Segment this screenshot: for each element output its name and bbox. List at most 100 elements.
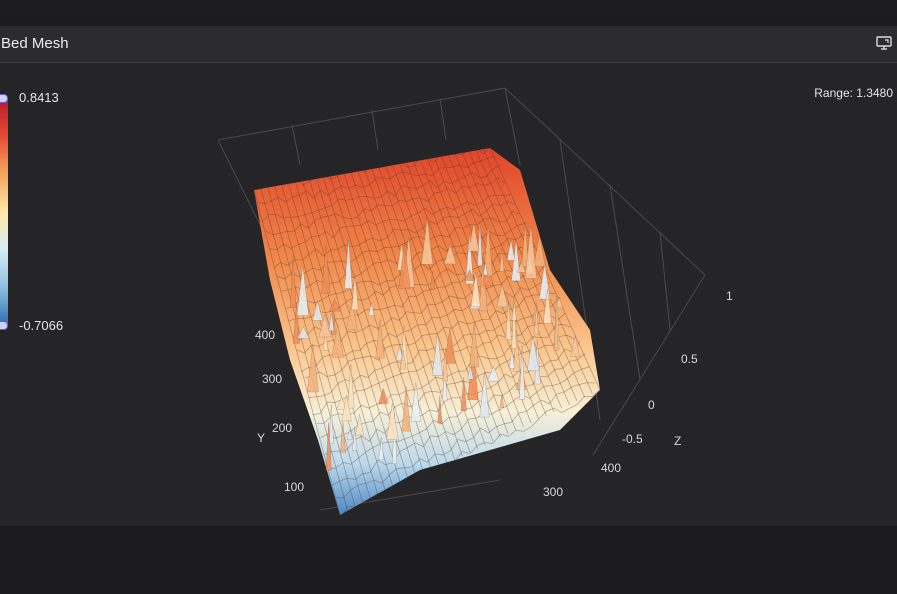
mesh-column-line xyxy=(302,181,394,490)
mesh-surface-plot[interactable]: 100 200 300 400 Y 300 400 -0.5 0 0.5 1 Z xyxy=(0,62,897,516)
mesh-spike xyxy=(401,386,411,432)
mesh-spike xyxy=(322,333,329,351)
mesh-spike xyxy=(344,239,353,289)
mesh-column-line xyxy=(413,161,517,431)
mesh-spike xyxy=(470,271,481,307)
y-tick-label: 100 xyxy=(284,480,304,494)
mesh-spike xyxy=(341,395,352,422)
mesh-spike xyxy=(340,421,346,453)
mesh-spike xyxy=(399,349,407,370)
mesh-row-line xyxy=(336,382,596,499)
y-axis: 100 200 300 400 Y xyxy=(255,328,304,494)
mesh-row-line xyxy=(332,366,591,486)
mesh-spike xyxy=(421,217,434,265)
mesh-column-line xyxy=(378,167,478,449)
mesh-spike xyxy=(511,301,517,321)
mesh-spike xyxy=(483,223,494,277)
mesh-column-line xyxy=(454,154,563,409)
mesh-row-line xyxy=(257,156,496,205)
colorbar-min-handle[interactable] xyxy=(0,321,8,330)
mesh-spike xyxy=(496,284,509,308)
mesh-spike xyxy=(318,313,332,338)
mesh-row-line xyxy=(261,164,501,223)
mesh-spike xyxy=(296,265,309,316)
mesh-spike xyxy=(570,335,581,357)
mesh-column-line xyxy=(343,173,440,468)
mesh-spikes xyxy=(289,217,581,471)
colorbar-min-label: -0.7066 xyxy=(19,318,64,333)
mesh-row-line xyxy=(273,201,516,269)
y-tick-label: 200 xyxy=(272,421,292,435)
mesh-column-line xyxy=(441,156,547,416)
mesh-spike xyxy=(506,239,516,261)
z-tick-label: 1 xyxy=(726,289,733,303)
mesh-spike xyxy=(368,302,375,316)
mesh-spike xyxy=(410,382,422,422)
mesh-column-line xyxy=(364,170,463,457)
mesh-spike xyxy=(526,335,540,372)
mesh-spike xyxy=(328,298,341,312)
mesh-spike xyxy=(321,246,331,294)
mesh-spike xyxy=(351,273,359,311)
mesh-column-line xyxy=(267,187,356,508)
mesh-spike xyxy=(352,427,358,451)
mesh-column-line xyxy=(309,180,402,486)
mesh-column-line xyxy=(288,183,379,497)
mesh-spike xyxy=(465,232,474,285)
mesh-column-line xyxy=(323,177,417,479)
mesh-spike xyxy=(432,332,443,376)
y-tick-label: 400 xyxy=(255,328,275,342)
mesh-spike xyxy=(355,414,364,436)
colorbar-max-handle[interactable] xyxy=(0,94,8,103)
mesh-spike xyxy=(378,387,389,404)
mesh-spike xyxy=(437,395,443,424)
mesh-column-line xyxy=(254,189,341,515)
mesh-column-line xyxy=(357,171,456,460)
mesh-spike xyxy=(386,403,399,440)
mesh-spike xyxy=(398,243,411,289)
mesh-spike xyxy=(430,271,436,290)
panel-title: Bed Mesh xyxy=(1,35,69,52)
mesh-spike xyxy=(328,404,335,444)
mesh-spike xyxy=(306,343,319,393)
mesh-spike xyxy=(469,323,480,368)
mesh-spike xyxy=(347,364,355,409)
mesh-column-line xyxy=(420,160,524,427)
x-tick-label: 400 xyxy=(601,461,621,475)
mesh-column-line xyxy=(260,188,348,512)
mesh-spike xyxy=(519,345,526,400)
mesh-spike xyxy=(346,300,358,331)
colorbar xyxy=(0,94,8,330)
mesh-spike xyxy=(511,297,517,349)
mesh-row-line xyxy=(277,210,521,280)
mesh-spike xyxy=(331,323,344,358)
z-tick-label: -0.5 xyxy=(622,432,643,446)
mesh-column-line xyxy=(350,172,448,464)
mesh-spike xyxy=(499,394,505,408)
mesh-row-line xyxy=(269,194,511,251)
mesh-spike xyxy=(487,365,500,382)
mesh-column-line xyxy=(336,175,433,471)
bottom-area xyxy=(0,526,897,594)
z-tick-label: 0 xyxy=(648,398,655,412)
mesh-row-line xyxy=(265,177,506,236)
mesh-column-line xyxy=(371,168,471,453)
mesh-spike xyxy=(499,248,505,272)
mesh-spike xyxy=(442,368,448,402)
mesh-spike xyxy=(553,308,559,351)
mesh-spike xyxy=(336,396,348,411)
mesh-column-line xyxy=(468,151,578,402)
mesh-spike xyxy=(328,312,335,332)
mesh-spike xyxy=(521,222,530,267)
mesh-spike xyxy=(312,300,323,321)
mesh-row-line xyxy=(328,353,586,470)
mesh-spike xyxy=(505,300,512,340)
x-tick-label: 300 xyxy=(543,485,563,499)
monitor-icon[interactable] xyxy=(876,36,892,50)
y-tick-label: 300 xyxy=(262,372,282,386)
z-tick-label: 0.5 xyxy=(681,352,698,366)
mesh-column-line xyxy=(406,162,509,435)
mesh-spike xyxy=(443,243,457,265)
x-axis: 300 400 xyxy=(543,461,621,499)
mesh-spike xyxy=(509,348,515,369)
